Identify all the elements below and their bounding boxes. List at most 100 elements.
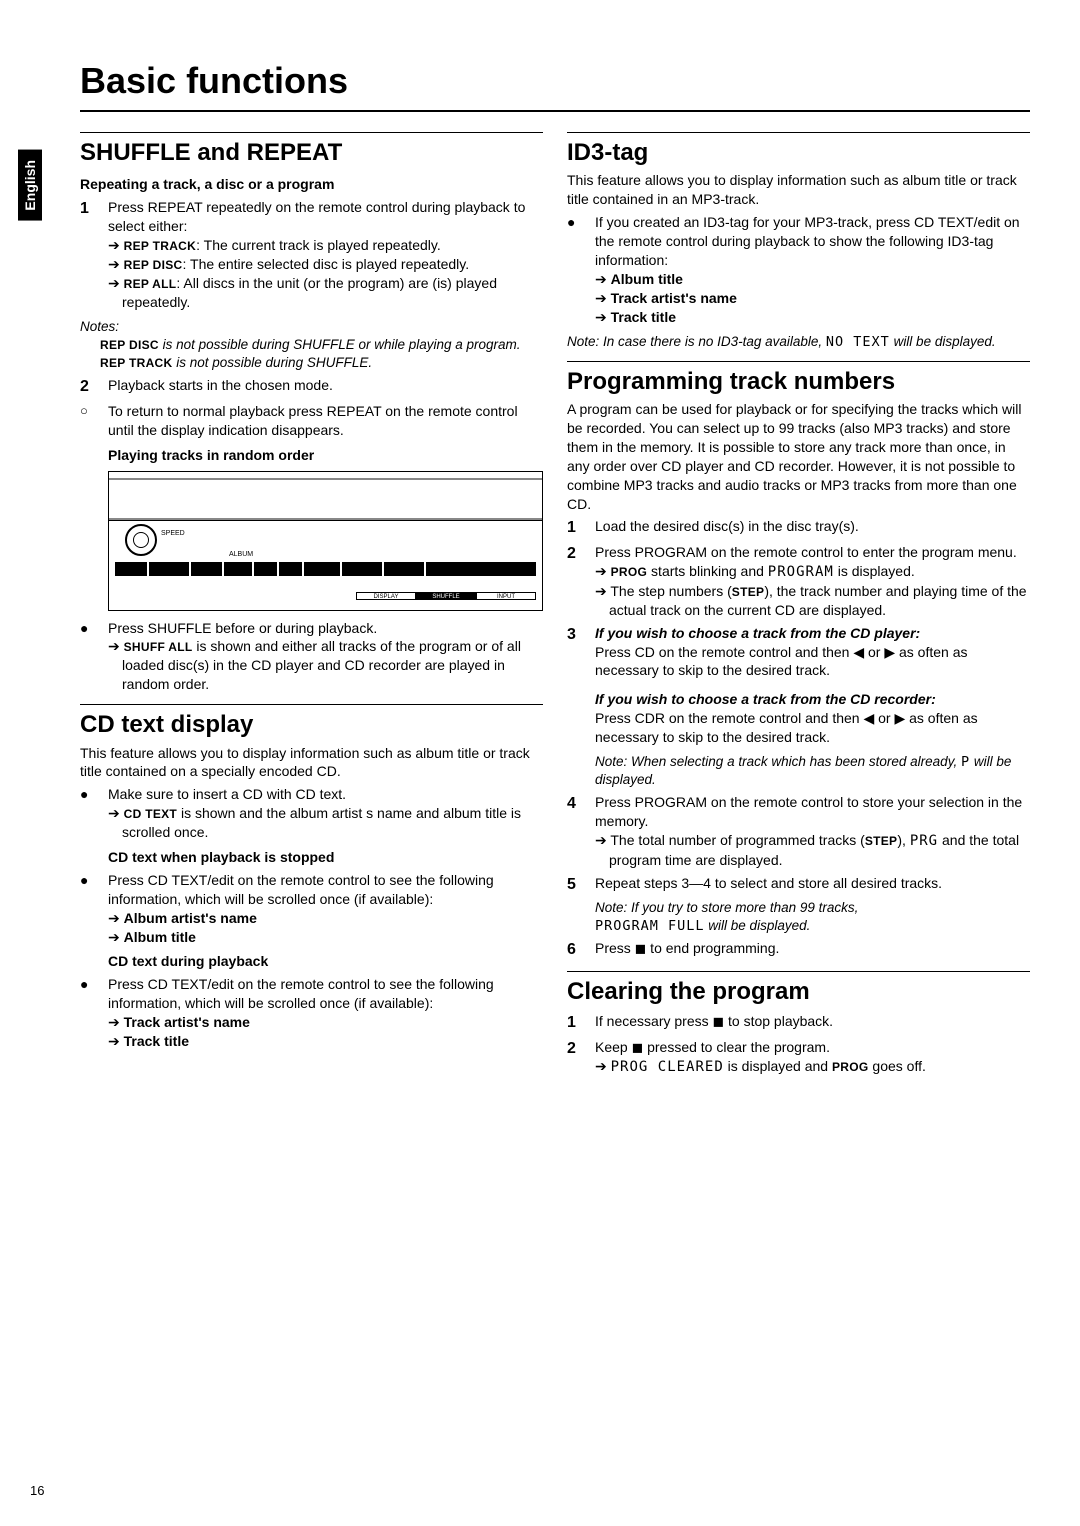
- page-title: Basic functions: [80, 60, 1030, 102]
- subheading: CD text when playback is stopped: [108, 848, 543, 867]
- text: Track title: [611, 309, 676, 325]
- step-body: If you wish to choose a track from the C…: [595, 624, 1030, 790]
- text: If you created an ID3-tag for your MP3-t…: [595, 214, 1020, 268]
- lcd-text: P: [961, 754, 970, 770]
- arrow-line: ➔ The step numbers (STEP), the track num…: [595, 582, 1030, 620]
- page-number: 16: [30, 1483, 44, 1498]
- text: is displayed and: [724, 1058, 832, 1074]
- section-rule: [80, 132, 543, 133]
- arrow-line: ➔ Track artist's name: [595, 289, 1030, 308]
- text: Press CD TEXT/edit on the remote control…: [108, 872, 494, 907]
- device-illustration: SPEED ALBUM DISPLAY SHUFFLE INPUT: [108, 471, 543, 611]
- step-number: 2: [567, 1038, 583, 1077]
- step-body: If you created an ID3-tag for your MP3-t…: [595, 213, 1030, 326]
- text: Album artist's name: [124, 910, 257, 926]
- text: Make sure to insert a CD with CD text.: [108, 786, 346, 802]
- arrow-line: ➔ REP TRACK: The current track is played…: [108, 236, 543, 255]
- step: ● Make sure to insert a CD with CD text.…: [80, 785, 543, 842]
- step-body: Press CD TEXT/edit on the remote control…: [108, 871, 543, 947]
- text: The step numbers (: [610, 583, 731, 599]
- intro-text: A program can be used for playback or fo…: [567, 400, 1030, 513]
- bullet-icon: ●: [80, 975, 96, 1051]
- step-body: Playback starts in the chosen mode.: [108, 376, 543, 398]
- step-body: Press PROGRAM on the remote control to e…: [595, 543, 1030, 620]
- arrow-line: ➔ PROG CLEARED is displayed and PROG goe…: [595, 1057, 1030, 1077]
- text: Press CD TEXT/edit on the remote control…: [108, 976, 494, 1011]
- step: ● Press CD TEXT/edit on the remote contr…: [80, 871, 543, 947]
- arrow-line: ➔ The total number of programmed tracks …: [595, 831, 1030, 870]
- text: Note: If you try to store more than 99 t…: [595, 900, 858, 915]
- arrow-line: ➔ Track artist's name: [108, 1013, 543, 1032]
- intro-text: This feature allows you to display infor…: [567, 171, 1030, 209]
- label: PROG: [611, 565, 648, 579]
- label: REP TRACK: [100, 356, 173, 370]
- text: Press REPEAT repeatedly on the remote co…: [108, 199, 525, 234]
- text: starts blinking and: [647, 563, 768, 579]
- lcd-text: PROG CLEARED: [611, 1059, 724, 1075]
- step-number: 2: [567, 543, 583, 620]
- text: is not possible during SHUFFLE.: [173, 355, 373, 370]
- note: Note: In case there is no ID3-tag availa…: [567, 333, 1030, 351]
- text: Press CDR on the remote control and then…: [595, 709, 1030, 747]
- label: SHUFF ALL: [124, 640, 193, 654]
- step-body: If necessary press ◼ to stop playback.: [595, 1012, 1030, 1034]
- subheading: Playing tracks in random order: [108, 446, 543, 465]
- text: Album title: [124, 929, 196, 945]
- step: 1 Press REPEAT repeatedly on the remote …: [80, 198, 543, 311]
- arrow-line: ➔ Track title: [595, 308, 1030, 327]
- step: 4 Press PROGRAM on the remote control to…: [567, 793, 1030, 870]
- lcd-text: PRG: [910, 833, 938, 849]
- step-body: Press PROGRAM on the remote control to s…: [595, 793, 1030, 870]
- step-number: 5: [567, 874, 583, 935]
- img-label: DISPLAY: [356, 592, 416, 600]
- step: ● If you created an ID3-tag for your MP3…: [567, 213, 1030, 326]
- right-column: ID3-tag This feature allows you to displ…: [567, 132, 1030, 1077]
- arrow-line: ➔ SHUFF ALL is shown and either all trac…: [108, 637, 543, 694]
- arrow-line: ➔ CD TEXT is shown and the album artist …: [108, 804, 543, 842]
- text: Note: When selecting a track which has b…: [595, 754, 961, 769]
- step: 2 Keep ◼ pressed to clear the program. ➔…: [567, 1038, 1030, 1077]
- step-body: Load the desired disc(s) in the disc tra…: [595, 517, 1030, 539]
- img-label: INPUT: [476, 592, 536, 600]
- text: : The entire selected disc is played rep…: [183, 256, 470, 272]
- step-number: 3: [567, 624, 583, 790]
- title-rule: [80, 110, 1030, 112]
- step: 6 Press ◼ to end programming.: [567, 939, 1030, 961]
- section-rule: [80, 704, 543, 705]
- lcd-text: PROGRAM: [768, 564, 834, 580]
- step-body: Keep ◼ pressed to clear the program. ➔ P…: [595, 1038, 1030, 1077]
- arrow-line: ➔ REP DISC: The entire selected disc is …: [108, 255, 543, 274]
- intro-text: This feature allows you to display infor…: [80, 744, 543, 782]
- arrow-line: ➔ PROG starts blinking and PROGRAM is di…: [595, 562, 1030, 582]
- step: 2 Press PROGRAM on the remote control to…: [567, 543, 1030, 620]
- text: Track title: [124, 1033, 189, 1049]
- text: is displayed.: [834, 563, 915, 579]
- arrow-line: ➔ Album title: [108, 928, 543, 947]
- text: Press PROGRAM on the remote control to s…: [595, 794, 1022, 829]
- step-number: 4: [567, 793, 583, 870]
- step-body: To return to normal playback press REPEA…: [108, 402, 543, 440]
- step-body: Press REPEAT repeatedly on the remote co…: [108, 198, 543, 311]
- content-columns: SHUFFLE and REPEAT Repeating a track, a …: [80, 132, 1030, 1077]
- step: ● Press SHUFFLE before or during playbac…: [80, 619, 543, 695]
- text: ),: [897, 832, 909, 848]
- label: PROG: [832, 1060, 869, 1074]
- subheading: If you wish to choose a track from the C…: [595, 690, 1030, 709]
- text: Repeat steps 3—4 to select and store all…: [595, 875, 942, 891]
- label: CD TEXT: [124, 807, 177, 821]
- section-rule: [567, 971, 1030, 972]
- note: Note: If you try to store more than 99 t…: [595, 899, 1030, 935]
- arrow-line: ➔ Track title: [108, 1032, 543, 1051]
- label: STEP: [732, 585, 765, 599]
- text: goes off.: [869, 1058, 926, 1074]
- bullet-icon: ●: [80, 785, 96, 842]
- lcd-text: NO TEXT: [826, 334, 890, 350]
- step-number: 6: [567, 939, 583, 961]
- step: ○ To return to normal playback press REP…: [80, 402, 543, 440]
- bullet-icon: ●: [567, 213, 583, 326]
- notes-block: Notes: REP DISC is not possible during S…: [80, 318, 543, 373]
- text: Press PROGRAM on the remote control to e…: [595, 544, 1017, 560]
- text: Note: In case there is no ID3-tag availa…: [567, 334, 826, 349]
- arrow-line: ➔ Album title: [595, 270, 1030, 289]
- heading-id3: ID3-tag: [567, 137, 1030, 169]
